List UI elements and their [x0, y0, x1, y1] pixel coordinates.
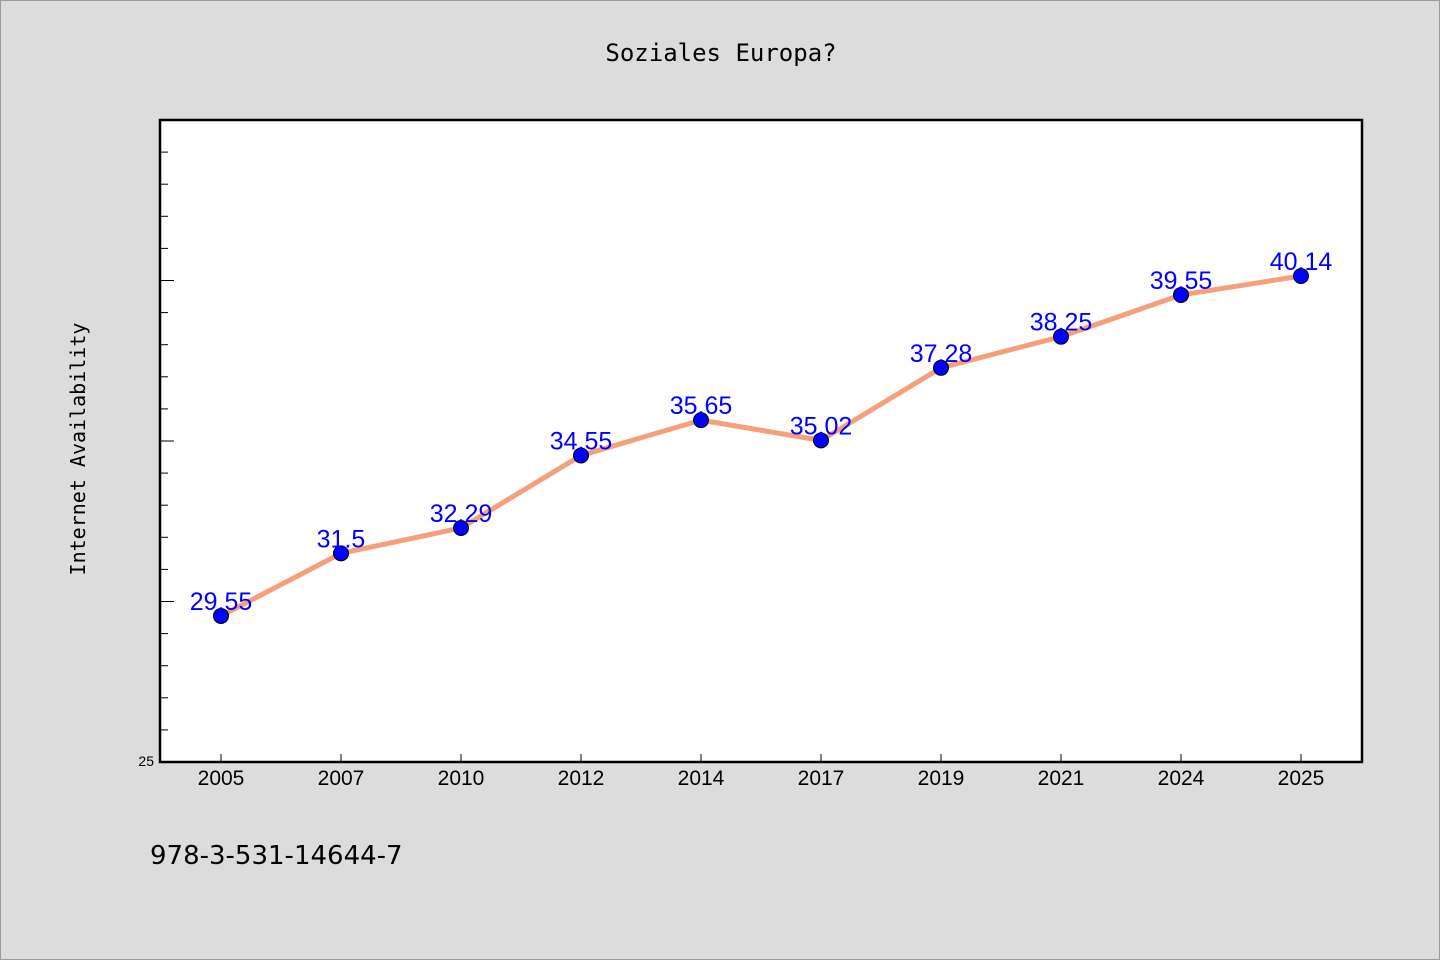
data-labels-group: 29.55 31.5 32.29 34.55 35.65 35.02 37.28 38.25 3…: [190, 248, 1333, 616]
data-point: [933, 359, 949, 376]
plot-area: [158, 118, 1364, 764]
series-group: [213, 268, 1309, 624]
x-tick-label: 2021: [1038, 767, 1085, 790]
isbn-text: 978-3-531-14644-7: [150, 841, 403, 871]
x-tick-label: 2005: [198, 767, 245, 790]
data-label: 29.55: [190, 588, 253, 616]
data-label: 38.25: [1030, 309, 1093, 337]
data-label: 32.29: [430, 500, 493, 528]
data-point: [1053, 328, 1069, 345]
data-label: 34.55: [550, 427, 613, 455]
x-tick-label: 2007: [318, 767, 365, 790]
data-point: [693, 412, 709, 429]
data-label: 39.55: [1150, 267, 1213, 295]
y-axis-label: Internet Availability: [66, 323, 90, 576]
x-axis-ticks: 2005 2007 2010 2012 2014 2017 2019 2021 2024 2025: [198, 754, 1325, 790]
data-point: [333, 545, 349, 562]
data-label: 37.28: [910, 340, 973, 368]
data-point: [213, 607, 229, 624]
chart-title: Soziales Europa?: [605, 39, 836, 67]
data-label: 35.65: [670, 392, 733, 420]
data-point: [1293, 268, 1309, 285]
data-point: [453, 519, 469, 536]
series-line: [218, 273, 1304, 619]
data-point: [573, 447, 589, 464]
data-point: [1173, 286, 1189, 303]
x-tick-label: 2014: [678, 767, 725, 790]
x-tick-label: 2024: [1158, 767, 1205, 790]
x-tick-label: 2019: [918, 767, 965, 790]
y-tick-label: 25: [138, 753, 154, 769]
x-tick-label: 2012: [558, 767, 605, 790]
x-tick-label: 2025: [1278, 767, 1325, 790]
x-tick-label: 2010: [438, 767, 485, 790]
data-label: 35.02: [790, 412, 853, 440]
x-tick-label: 2017: [798, 767, 845, 790]
data-label: 40.14: [1270, 248, 1333, 276]
data-label: 31.5: [317, 525, 366, 553]
data-point: [813, 432, 829, 449]
y-axis-ticks: 25: [138, 119, 174, 769]
